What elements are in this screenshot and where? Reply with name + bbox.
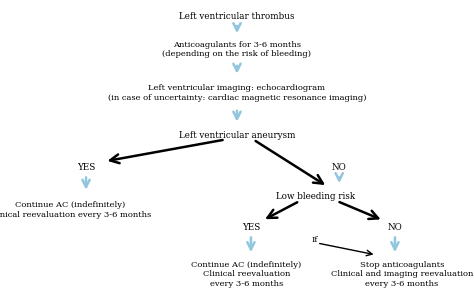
Text: NO: NO — [332, 163, 346, 173]
Text: YES: YES — [242, 223, 260, 233]
Text: Continue AC (indefinitely)
Clinical reevaluation
every 3-6 months: Continue AC (indefinitely) Clinical reev… — [191, 261, 301, 288]
Text: Left ventricular aneurysm: Left ventricular aneurysm — [179, 130, 295, 140]
Text: If: If — [312, 236, 318, 244]
Text: Left ventricular imaging: echocardiogram
(in case of uncertainty: cardiac magnet: Left ventricular imaging: echocardiogram… — [108, 84, 366, 102]
Text: Continue AC (indefinitely)
Clinical reevaluation every 3-6 months: Continue AC (indefinitely) Clinical reev… — [0, 201, 151, 219]
Text: Low bleeding risk: Low bleeding risk — [276, 192, 356, 201]
Text: Anticoagulants for 3-6 months
(depending on the risk of bleeding): Anticoagulants for 3-6 months (depending… — [163, 41, 311, 58]
Text: YES: YES — [77, 163, 95, 173]
Text: Stop anticoagulants
Clinical and imaging reevaluation
every 3-6 months: Stop anticoagulants Clinical and imaging… — [331, 261, 473, 288]
Text: NO: NO — [388, 223, 402, 233]
Text: Left ventricular thrombus: Left ventricular thrombus — [179, 12, 295, 21]
